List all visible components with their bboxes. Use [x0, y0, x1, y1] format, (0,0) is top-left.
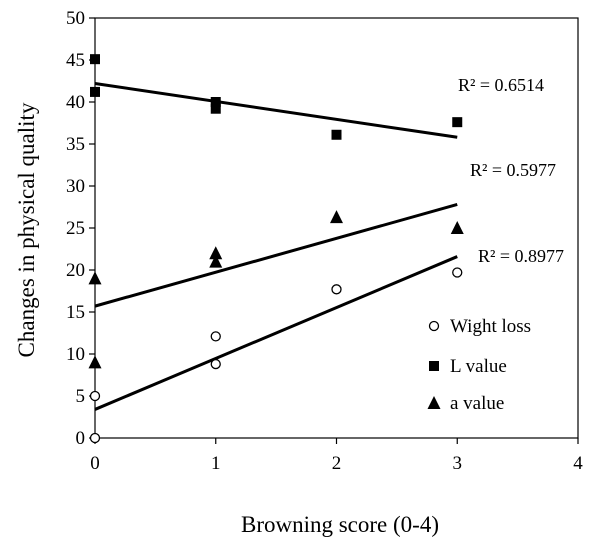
- r-squared-labels: R² = 0.8977 R² = 0.6514 R² = 0.5977: [458, 75, 564, 266]
- l-value-legend-marker: [429, 361, 439, 371]
- l-value-point: [90, 54, 100, 65]
- a-value-legend-label: a value: [450, 393, 504, 414]
- y-tick-label: 35: [66, 134, 85, 155]
- y-tick-label: 0: [76, 428, 86, 449]
- a-value-trendline: [94, 203, 458, 308]
- a-value-point: [209, 254, 223, 268]
- a-value-point: [88, 355, 102, 369]
- wight-loss-legend-marker: [428, 320, 440, 332]
- x-tick-label: 3: [453, 453, 463, 474]
- l-value-point: [331, 129, 342, 140]
- x-tick-label: 0: [90, 453, 100, 474]
- y-tick-label: 40: [66, 92, 85, 113]
- y-tick-label: 45: [66, 50, 85, 71]
- a-value-legend-marker: [427, 396, 441, 409]
- wight-loss-point: [331, 284, 342, 295]
- a-value-point: [330, 210, 343, 224]
- x-tick-label: 2: [332, 453, 342, 474]
- wight-loss-r2-label: R² = 0.8977: [478, 246, 564, 266]
- a-value-r2-label: R² = 0.5977: [470, 160, 556, 180]
- l-value-point: [210, 97, 221, 107]
- l-value-r2-label: R² = 0.6514: [458, 75, 544, 95]
- l-value-point: [452, 117, 463, 128]
- y-tick-label: 20: [66, 260, 85, 281]
- y-tick-label: 30: [66, 176, 85, 197]
- a-value-point: [88, 271, 102, 285]
- l-value-trendline: [94, 82, 458, 139]
- data-points: [88, 54, 464, 444]
- a-value-point: [209, 246, 223, 260]
- l-value-point: [210, 103, 221, 114]
- wight-loss-point: [210, 331, 221, 342]
- l-value-point: [90, 86, 100, 97]
- x-tick-label: 4: [573, 453, 583, 474]
- trendlines: [94, 82, 458, 411]
- y-tick-label: 15: [66, 302, 85, 323]
- y-tick-label: 25: [66, 218, 85, 239]
- y-tick-label: 10: [66, 344, 85, 365]
- l-value-legend-label: L value: [450, 356, 507, 377]
- wight-loss-point: [89, 432, 101, 444]
- y-axis-ticks: 0 5 10 15 20 25 30 35 40 45 50: [66, 8, 95, 449]
- wight-loss-point: [452, 267, 463, 278]
- y-axis-title: Changes in physical quality: [14, 102, 39, 357]
- a-value-point: [450, 221, 464, 234]
- x-tick-label: 1: [211, 453, 221, 474]
- legend: Wight loss L value a value: [427, 316, 531, 414]
- x-axis-ticks: 0 1 2 3 4: [90, 438, 583, 474]
- x-axis-title: Browning score (0-4): [241, 512, 439, 537]
- wight-loss-point: [89, 390, 101, 402]
- y-tick-label: 50: [66, 8, 85, 29]
- wight-loss-point: [210, 358, 221, 370]
- wight-loss-legend-label: Wight loss: [450, 316, 531, 337]
- wight-loss-trendline: [94, 255, 458, 411]
- y-tick-label: 5: [76, 386, 86, 407]
